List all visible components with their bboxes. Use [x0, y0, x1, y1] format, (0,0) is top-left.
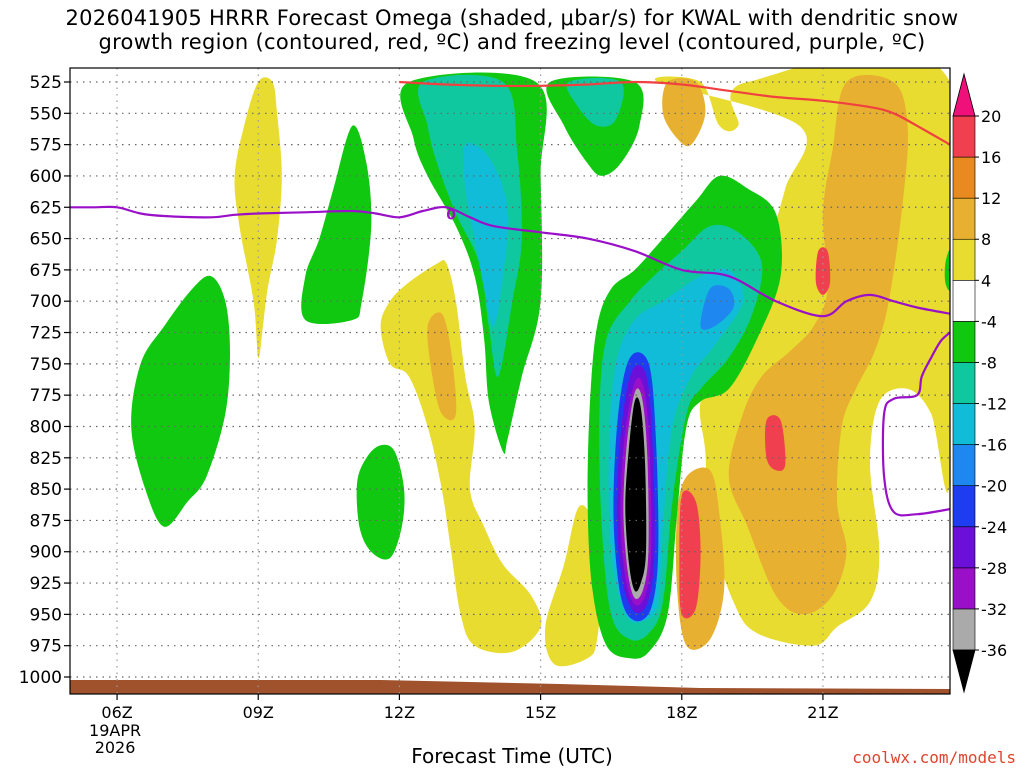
colorbar-band-12-to-16	[952, 156, 976, 199]
y-tick-label-1000: 1000	[19, 668, 62, 688]
omega-region-green-east-edge	[944, 250, 950, 291]
omega-region-green-column-11z	[301, 125, 372, 325]
colorbar-band-8-to-12	[952, 197, 976, 240]
colorbar-band-16-to-20	[952, 115, 976, 158]
x-tick-label-12Z: 12Z	[384, 703, 415, 722]
y-tick-label-525: 525	[30, 73, 62, 93]
y-tick-label-550: 550	[30, 104, 62, 124]
colorbar-tick-label-16: 16	[981, 148, 1001, 167]
colorbar-tick-label--12: -12	[981, 395, 1007, 414]
colorbar-top-arrow	[952, 72, 976, 117]
y-tick-label-750: 750	[30, 355, 62, 375]
axes: 525 550 575 600 625 650 675 700 725 750 775 800 825 8…	[19, 73, 839, 757]
omega-region-red-21z	[815, 247, 831, 295]
colorbar-band-4-to-8	[952, 238, 976, 281]
colorbar-tick-label--8: -8	[981, 353, 997, 372]
x-tick-sublabel-2026: 2026	[95, 738, 136, 757]
contour-dendritic-growth-region	[399, 80, 950, 146]
omega-region-orange-18z-upper	[662, 78, 706, 147]
colorbar-bottom-arrow	[952, 649, 976, 694]
colorbar-tick-label--4: -4	[981, 312, 997, 331]
x-axis-label: Forecast Time (UTC)	[411, 744, 613, 768]
omega-region-green-west-lobe	[131, 275, 230, 527]
omega-region-orange-east-band	[728, 74, 909, 615]
colorbar-tick-label-12: 12	[981, 189, 1001, 208]
x-tick-label-06Z: 06Z	[101, 703, 132, 722]
colorbar-tick-label-8: 8	[981, 230, 991, 249]
y-tick-label-575: 575	[30, 136, 62, 156]
y-tick-label-925: 925	[30, 574, 62, 594]
y-tick-label-850: 850	[30, 480, 62, 500]
colorbar-tick-label--32: -32	[981, 600, 1007, 619]
colorbar-tick-label--16: -16	[981, 436, 1007, 455]
y-tick-label-875: 875	[30, 511, 62, 531]
colorbar-tick-label--36: -36	[981, 641, 1007, 660]
colorbar-tick-label-4: 4	[981, 271, 991, 290]
omega-region-orange-central-plume	[427, 312, 457, 421]
y-tick-label-900: 900	[30, 543, 62, 563]
colorbar-tick-label--24: -24	[981, 518, 1007, 537]
omega-region-teal-upper-16z	[566, 78, 624, 127]
y-tick-label-600: 600	[30, 167, 62, 187]
colorbar-band--12-to--8	[952, 362, 976, 404]
colorbar-band--8-to--4	[952, 321, 976, 363]
chart-title: 2026041905 HRRR Forecast Omega (shaded, …	[0, 6, 1024, 54]
y-tick-label-700: 700	[30, 292, 62, 312]
omega-region-green-blob-12z	[356, 444, 405, 560]
temperature-contours: 0	[70, 80, 950, 517]
colorbar-band--32-to--28	[952, 567, 976, 610]
omega-shaded-fields	[70, 68, 950, 694]
colorbar-tick-label-20: 20	[981, 107, 1001, 126]
omega-region-red-20z	[764, 415, 786, 472]
colorbar-band--16-to--12	[952, 403, 976, 445]
y-tick-label-800: 800	[30, 417, 62, 437]
omega-region-blue-17z-core	[700, 285, 735, 330]
plot-frame	[69, 67, 951, 695]
omega-colorbar: 20 16 12 8 4 -4 -8 -12 -16 -20 -24 -28 -32 -36	[952, 72, 1007, 694]
omega-region-yellow-15z-column	[544, 505, 602, 667]
chart-title-line-2: growth region (contoured, red, ºC) and f…	[98, 30, 926, 54]
y-tick-label-975: 975	[30, 637, 62, 657]
contour-freezing-level	[70, 205, 950, 318]
x-tick-label-18Z: 18Z	[666, 703, 697, 722]
site-credit[interactable]: coolwx.com/models	[852, 748, 1016, 767]
colorbar-band--36-to--32	[952, 608, 976, 651]
x-tick-label-21Z: 21Z	[807, 703, 838, 722]
x-tick-label-15Z: 15Z	[525, 703, 556, 722]
colorbar-tick-label--20: -20	[981, 477, 1007, 496]
contour-freezing-level-east	[881, 331, 950, 517]
y-tick-label-675: 675	[30, 261, 62, 281]
y-tick-label-825: 825	[30, 449, 62, 469]
x-tick-label-09Z: 09Z	[243, 703, 274, 722]
colorbar-band--24-to--20	[952, 485, 976, 528]
y-tick-label-625: 625	[30, 198, 62, 218]
x-tick-sublabel-19APR: 19APR	[89, 721, 141, 740]
colorbar-band--4-to-4	[952, 280, 976, 322]
y-tick-label-775: 775	[30, 386, 62, 406]
y-tick-label-950: 950	[30, 605, 62, 625]
omega-region-yellow-central-plume	[380, 260, 542, 654]
colorbar-band--20-to--16	[952, 444, 976, 486]
omega-region-red-18z-lower	[679, 490, 701, 619]
chart-title-line-1: 2026041905 HRRR Forecast Omega (shaded, …	[65, 6, 959, 30]
y-tick-label-650: 650	[30, 230, 62, 250]
y-tick-label-725: 725	[30, 324, 62, 344]
ground-terrain	[70, 680, 950, 694]
colorbar-tick-label--28: -28	[981, 559, 1007, 578]
colorbar-band--28-to--24	[952, 526, 976, 569]
contour-label-freezing-level: 0	[446, 208, 456, 224]
omega-region-black-17z-core	[625, 397, 647, 592]
omega-region-cyan-upper-plume	[463, 142, 509, 327]
dotted-gridlines	[70, 68, 950, 694]
